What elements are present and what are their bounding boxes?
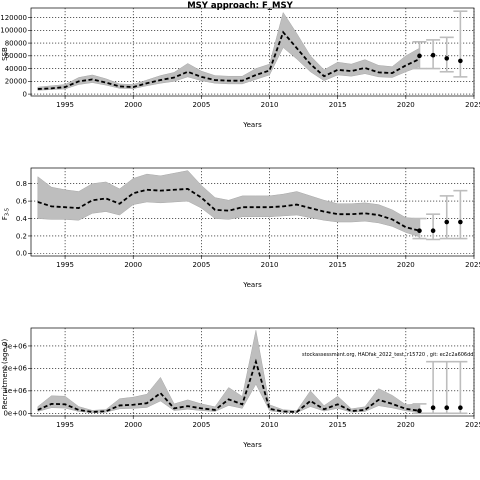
plot-frame xyxy=(30,327,475,417)
x-axis-title: Years xyxy=(242,281,262,289)
x-tick-label: 2010 xyxy=(261,421,279,429)
x-tick-label: 2015 xyxy=(329,101,347,109)
x-tick-label: 2010 xyxy=(261,261,279,269)
x-tick-label: 2025 xyxy=(465,421,480,429)
y-axis-title: F3-5 xyxy=(1,208,11,220)
plot-frame xyxy=(30,167,475,257)
y-tick-label: 120000 xyxy=(0,14,27,22)
confidence-band xyxy=(37,170,420,238)
y-axis-title-sub: 3-5 xyxy=(5,208,11,216)
forecast-point xyxy=(458,219,463,225)
x-tick-label: 2005 xyxy=(192,261,210,269)
x-tick-label: 2000 xyxy=(124,421,142,429)
x-tick-label: 1995 xyxy=(56,261,74,269)
y-tick-label: 2e+06 xyxy=(3,365,27,373)
forecast-point xyxy=(417,228,422,234)
x-tick-label: 1995 xyxy=(56,101,74,109)
y-tick-label: 80000 xyxy=(5,39,27,47)
median-line xyxy=(37,187,420,232)
forecast-point xyxy=(417,53,422,59)
y-tick-label: 0 xyxy=(23,90,27,98)
forecast-point xyxy=(430,52,436,58)
x-axis-title: Years xyxy=(242,121,262,129)
x-tick-label: 2025 xyxy=(465,261,480,269)
recruitment-panel: 1995 2000 2005 2010 2015 2020 2025 0e+00 1e+06 2e… xyxy=(1,327,480,449)
y-tick-label: 100000 xyxy=(0,27,27,35)
x-tick-label: 2000 xyxy=(124,261,142,269)
main-title: MSY approach: F_MSY xyxy=(187,1,293,11)
forecast-point xyxy=(430,228,436,234)
x-tick-label: 2020 xyxy=(397,261,415,269)
forecast-point xyxy=(458,405,463,410)
x-tick-label: 2000 xyxy=(124,101,142,109)
forecast-point xyxy=(430,405,436,410)
y-tick-label: 0.0 xyxy=(16,250,27,258)
forecast-point xyxy=(417,408,422,414)
x-tick-label: 2015 xyxy=(329,421,347,429)
panels: 1995 2000 2005 2010 2015 2020 2025 0 20000 40000 6… xyxy=(0,7,480,449)
y-tick-label: 0e+00 xyxy=(3,410,27,418)
x-axis-title: Years xyxy=(242,441,262,449)
forecast-point xyxy=(458,58,463,64)
ssb-panel: 1995 2000 2005 2010 2015 2020 2025 0 20000 40000 6… xyxy=(0,7,480,129)
x-tick-label: 2010 xyxy=(261,101,279,109)
y-axis-title-main: F xyxy=(1,216,9,220)
y-tick-label: 60000 xyxy=(5,52,27,60)
x-tick-label: 2025 xyxy=(465,101,480,109)
x-tick-label: 2005 xyxy=(192,421,210,429)
y-tick-label: 0.6 xyxy=(16,197,28,205)
y-tick-label: 40000 xyxy=(5,65,27,73)
x-tick-label: 2015 xyxy=(329,261,347,269)
x-tick-label: 1995 xyxy=(56,421,74,429)
median-line xyxy=(37,358,420,413)
y-tick-label: 0.4 xyxy=(16,215,28,223)
plot-frame xyxy=(30,7,475,97)
y-tick-label: 1e+06 xyxy=(3,387,27,395)
source-annotation: stockassessment.org, HADfak_2022_test, r… xyxy=(302,352,473,358)
y-tick-label: 20000 xyxy=(5,78,27,86)
forecast-point xyxy=(444,219,450,225)
x-tick-label: 2020 xyxy=(397,101,415,109)
y-tick-label: 0.8 xyxy=(16,180,27,188)
y-axis-title: SSB xyxy=(1,47,9,61)
y-tick-label: 3e+06 xyxy=(3,342,27,350)
x-tick-label: 2005 xyxy=(192,101,210,109)
y-axis-title: Recruitment (age 0) xyxy=(1,339,9,410)
forecast-point xyxy=(444,405,450,410)
y-tick-label: 0.2 xyxy=(16,232,27,240)
f-panel: 1995 2000 2005 2010 2015 2020 2025 0.0 0.2 0.4 0.6… xyxy=(1,167,480,289)
forecast-point xyxy=(444,56,450,61)
x-tick-label: 2020 xyxy=(397,421,415,429)
confidence-band xyxy=(37,11,420,91)
median-line xyxy=(37,30,420,90)
